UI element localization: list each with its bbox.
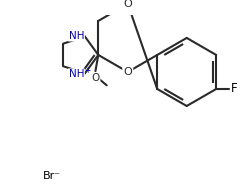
Text: O: O (123, 0, 132, 9)
Text: NH: NH (69, 69, 84, 79)
Text: NH: NH (69, 31, 84, 41)
Text: O: O (123, 67, 132, 77)
Text: Br⁻: Br⁻ (42, 171, 60, 181)
Text: +: + (84, 66, 91, 75)
Text: F: F (231, 82, 238, 96)
Text: O: O (91, 73, 100, 83)
